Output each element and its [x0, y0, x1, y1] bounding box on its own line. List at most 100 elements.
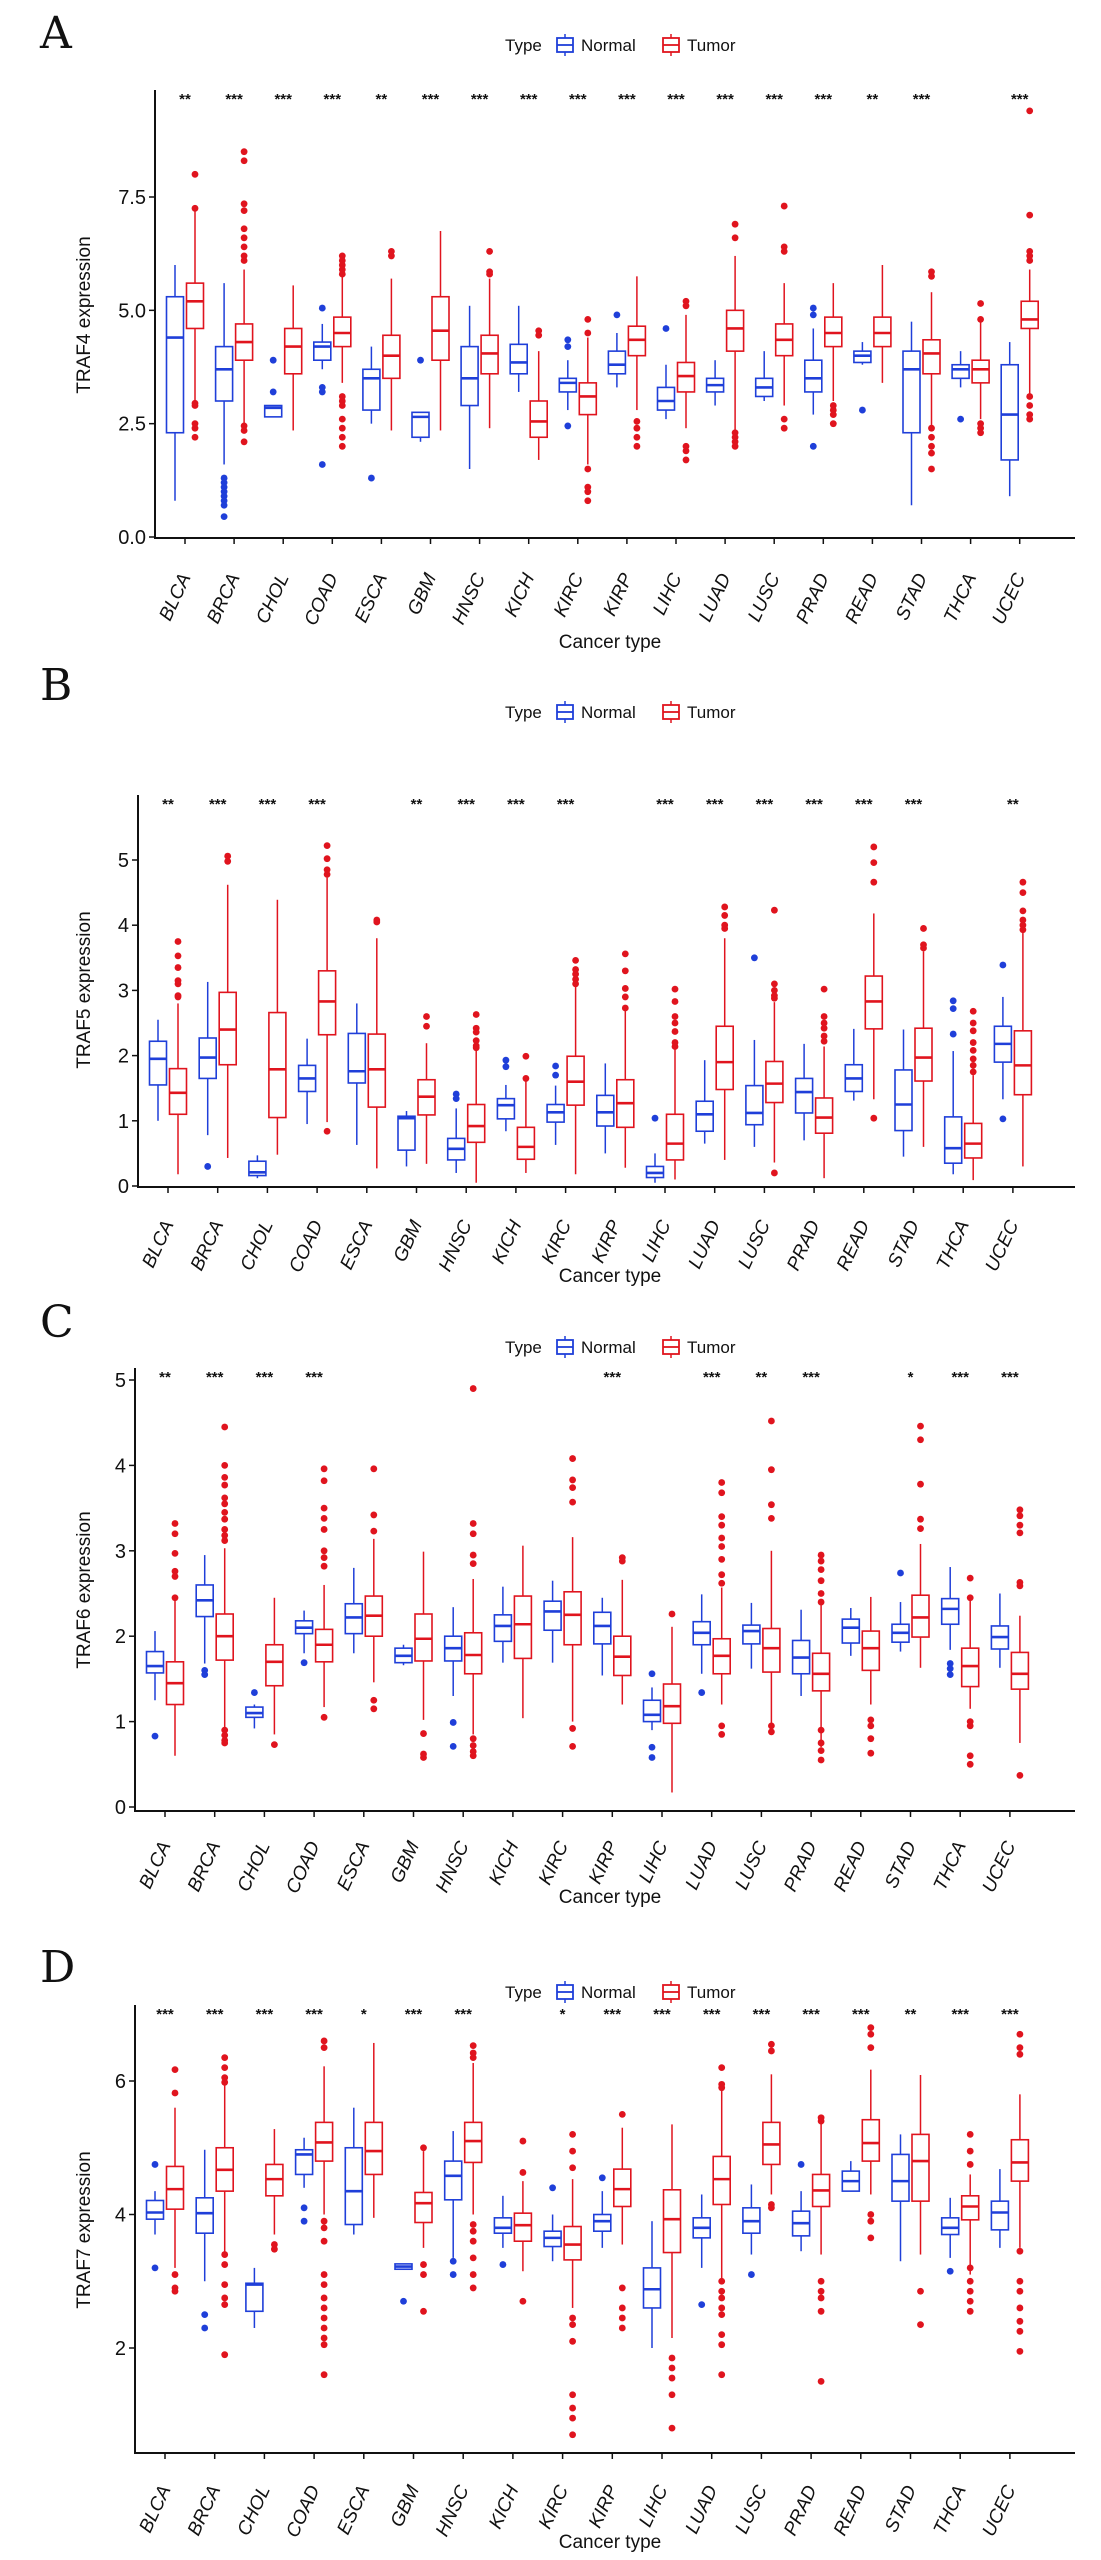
category-group: COAD ***	[301, 91, 352, 629]
category-group: THCA ***	[930, 2006, 980, 2538]
category-group: BRCA ***	[184, 1369, 234, 1895]
x-tick-label: KIRC	[550, 570, 588, 620]
outlier-point	[171, 1549, 179, 1557]
legend-key-normal: Normal	[556, 1981, 636, 2003]
outlier-point	[867, 2024, 875, 2031]
outlier-point	[1016, 1582, 1024, 1590]
outlier-point	[469, 1530, 477, 1538]
outlier-point	[829, 420, 837, 428]
boxplot-tumor	[566, 957, 585, 1175]
outlier-point	[949, 997, 957, 1005]
outlier-point	[221, 1731, 229, 1739]
outlier-point	[633, 418, 641, 425]
outlier-point	[817, 2307, 825, 2315]
outlier-point	[780, 248, 788, 255]
x-tick-label: COAD	[282, 1838, 324, 1897]
box-iqr	[431, 295, 450, 362]
box-iqr	[364, 2121, 384, 2176]
significance-label: **	[867, 91, 879, 108]
outlier-point	[151, 2161, 159, 2168]
outlier-point	[748, 2271, 755, 2278]
outlier-point	[201, 1671, 209, 1679]
boxplot-normal	[195, 1555, 214, 1679]
outlier-point	[668, 2391, 676, 2399]
outlier-point	[370, 1527, 378, 1535]
outlier-point	[621, 985, 629, 992]
boxplot-tumor	[774, 202, 794, 432]
outlier-point	[817, 1598, 825, 1606]
outlier-point	[771, 994, 778, 1002]
outlier-point	[718, 1513, 726, 1521]
outlier-point	[449, 2257, 457, 2265]
boxplot-tumor	[712, 1479, 732, 1738]
boxplot-normal	[165, 265, 185, 501]
outlier-point	[618, 2304, 626, 2312]
legend-title: Type	[505, 1338, 542, 1357]
outlier-point	[452, 1095, 460, 1103]
boxplot-tumor	[563, 2131, 582, 2439]
x-tick-label: STAD	[881, 2482, 921, 2536]
x-tick-label: BLCA	[156, 570, 196, 624]
box-iqr	[902, 350, 921, 434]
y-tick-label: 4	[118, 915, 129, 937]
outlier-point	[221, 2064, 229, 2072]
category-group: BRCA ***	[203, 91, 254, 627]
x-tick-label: LUAD	[695, 570, 736, 625]
boxplot-tumor	[612, 2110, 632, 2332]
significance-label: ***	[324, 91, 342, 108]
box-iqr	[745, 1084, 764, 1126]
outlier-point	[718, 2277, 726, 2285]
boxplot-normal	[943, 997, 963, 1175]
significance-label: ***	[913, 91, 931, 108]
outlier-point	[564, 343, 572, 350]
outlier-point	[771, 980, 778, 988]
boxplot-normal	[394, 1644, 413, 1666]
outlier-point	[569, 2314, 576, 2322]
outlier-point	[368, 474, 375, 482]
category-group: PRAD ***	[783, 796, 834, 1274]
outlier-point	[1019, 878, 1027, 886]
outlier-point	[320, 2217, 328, 2225]
outlier-point	[320, 1554, 328, 1562]
outlier-point	[618, 2314, 626, 2322]
outlier-point	[668, 1610, 676, 1618]
boxplot-tumor	[516, 1052, 536, 1173]
box-iqr	[943, 1116, 963, 1164]
outlier-point	[718, 2331, 726, 2339]
box-iqr	[891, 2153, 910, 2202]
outlier-point	[1016, 1521, 1024, 1529]
outlier-point	[171, 2089, 179, 2097]
outlier-point	[472, 1037, 480, 1045]
outlier-point	[486, 248, 493, 255]
outlier-point	[668, 2354, 676, 2362]
outlier-point	[318, 304, 326, 312]
significance-label: ***	[802, 1369, 820, 1386]
category-group: KIRC ***	[550, 91, 598, 620]
outlier-point	[1016, 1506, 1024, 1514]
boxplot-normal	[990, 1593, 1010, 1668]
outlier-point	[1019, 926, 1027, 934]
box-iqr	[595, 1094, 615, 1127]
outlier-point	[731, 234, 739, 242]
outlier-point	[191, 433, 199, 441]
outlier-point	[388, 252, 395, 260]
boxplot-tumor	[811, 2114, 831, 2385]
outlier-point	[671, 1013, 679, 1020]
panel-letter: D	[40, 1942, 75, 1993]
outlier-point	[820, 1013, 828, 1020]
outlier-point	[966, 1574, 974, 1582]
boxplot-tumor	[712, 2064, 732, 2379]
outlier-point	[569, 2414, 576, 2422]
x-tick-label: COAD	[285, 1217, 327, 1276]
x-axis-title: Cancer type	[559, 2532, 661, 2553]
category-group: ESCA	[333, 1465, 384, 1894]
box-iqr	[294, 2148, 314, 2176]
box-iqr	[397, 1115, 416, 1151]
boxplot-tumor	[466, 1011, 486, 1183]
legend-label-normal: Normal	[581, 1338, 636, 1357]
box-iqr	[496, 1097, 516, 1120]
significance-label: ***	[457, 796, 475, 813]
boxplot-normal	[312, 304, 332, 468]
outlier-point	[569, 1742, 576, 1750]
outlier-point	[584, 497, 592, 505]
